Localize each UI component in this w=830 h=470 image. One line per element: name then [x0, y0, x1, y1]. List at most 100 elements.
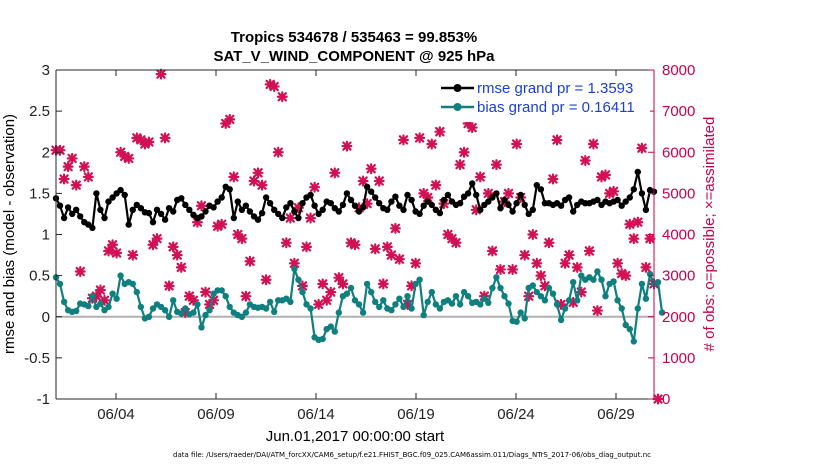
rmse-point — [242, 202, 250, 209]
bias-point — [501, 293, 508, 300]
bias-point — [489, 284, 496, 292]
obs-point — [212, 220, 224, 232]
bias-point — [561, 305, 569, 312]
bias-point — [626, 325, 633, 333]
bias-point — [271, 308, 278, 315]
bias-point — [464, 293, 472, 300]
obs-point — [579, 154, 591, 166]
obs-point — [264, 78, 276, 90]
obs-point — [575, 286, 587, 298]
bias-point — [149, 305, 157, 312]
obs-point — [268, 80, 280, 92]
bias-point — [537, 293, 545, 300]
obs-point — [349, 239, 361, 251]
obs-point — [321, 294, 333, 306]
obs-point — [256, 179, 268, 191]
bias-point — [493, 274, 500, 281]
obs-point — [406, 280, 418, 292]
bias-point — [287, 298, 294, 306]
bias-point — [218, 287, 225, 294]
obs-point — [58, 173, 70, 185]
obs-point — [616, 268, 628, 280]
obs-point — [652, 393, 664, 405]
rmse-point — [456, 200, 464, 207]
bias-point — [170, 297, 177, 304]
y2-tick-label: 0 — [662, 391, 670, 408]
obs-point — [313, 298, 325, 310]
y2-tick-label: 3000 — [662, 268, 695, 285]
rmse-point — [246, 208, 254, 215]
y-tick-label: 2 — [42, 144, 50, 161]
bias-point — [133, 288, 140, 296]
x-axis: 06/04 06/09 06/14 06/19 06/24 06/29 — [97, 70, 635, 423]
bias-point — [590, 276, 597, 283]
rmse-point — [69, 210, 76, 218]
obs-point — [74, 266, 86, 278]
obs-point — [107, 239, 119, 251]
x-tick-label: 06/29 — [597, 406, 635, 423]
obs-point — [187, 294, 199, 306]
obs-point — [410, 257, 422, 269]
rmse-point — [521, 201, 528, 209]
rmse-point — [335, 208, 342, 215]
bias-point — [85, 302, 92, 310]
rmse-point — [420, 202, 427, 209]
rmse-point — [121, 191, 128, 199]
obs-point — [555, 298, 567, 310]
obs-point — [600, 169, 612, 181]
obs-point — [175, 261, 187, 273]
bias-point — [424, 298, 431, 306]
bias-point — [206, 307, 213, 314]
rmse-point — [493, 190, 500, 197]
bias-point — [307, 305, 314, 312]
obs-point — [474, 171, 486, 183]
y-axis-right: 0 1000 2000 3000 4000 5000 6000 7000 8000 — [648, 62, 695, 408]
bias-point — [351, 297, 359, 304]
obs-point — [397, 134, 409, 146]
rmse-point — [327, 200, 334, 207]
obs-point — [131, 132, 143, 144]
obs-point — [159, 132, 171, 144]
rmse-point — [93, 190, 100, 197]
obs-point — [228, 171, 240, 183]
rmse-point — [182, 201, 189, 209]
y-tick-label: 1 — [42, 227, 50, 244]
bias-point — [594, 268, 601, 275]
rmse-point — [513, 200, 520, 207]
bias-point — [497, 284, 504, 292]
bias-point — [372, 298, 379, 306]
bias-point — [646, 270, 654, 278]
obs-point — [341, 140, 353, 152]
rmse-point — [97, 206, 104, 213]
bias-point — [658, 309, 666, 316]
obs-point — [450, 237, 462, 249]
obs-point — [155, 68, 167, 80]
bias-point — [428, 288, 435, 296]
legend-box — [434, 76, 650, 122]
obs-point — [551, 134, 563, 146]
bias-point — [368, 288, 375, 296]
obs-point — [151, 233, 163, 245]
obs-point — [640, 261, 652, 273]
rmse-point — [440, 196, 448, 204]
rmse-point — [125, 221, 132, 228]
obs-point — [604, 187, 616, 199]
rmse-point — [153, 206, 161, 213]
rmse-point — [404, 191, 411, 199]
obs-point — [179, 307, 191, 319]
x-tick-label: 06/04 — [97, 406, 135, 423]
rmse-point — [238, 206, 246, 213]
rmse-point — [501, 196, 508, 204]
rmse-point — [315, 210, 322, 218]
obs-point — [571, 261, 583, 273]
obs-point — [244, 255, 256, 267]
obs-point — [208, 294, 220, 306]
bias-point — [485, 299, 492, 306]
obs-point — [163, 280, 175, 292]
bias-point — [404, 293, 411, 300]
rmse-point — [388, 198, 395, 205]
obs-point — [628, 233, 640, 245]
bias-point — [347, 284, 355, 292]
rmse-point — [525, 210, 532, 218]
